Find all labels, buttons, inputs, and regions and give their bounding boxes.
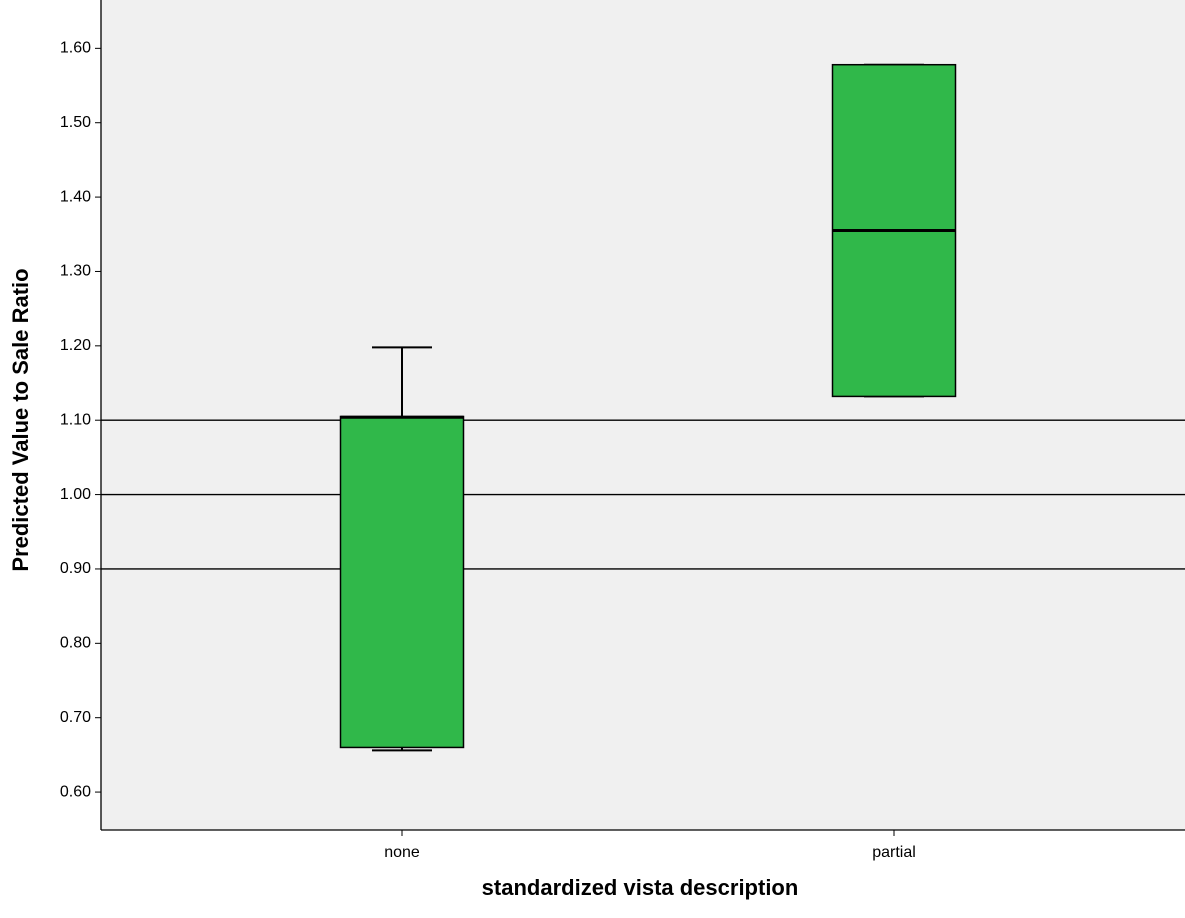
y-tick-label: 1.50 — [60, 114, 91, 131]
y-tick-label: 1.60 — [60, 40, 91, 57]
y-axis-title: Predicted Value to Sale Ratio — [8, 268, 33, 571]
y-tick-label: 0.80 — [60, 635, 91, 652]
x-tick-label: none — [384, 844, 420, 861]
y-tick-label: 1.40 — [60, 188, 91, 205]
y-tick-label: 1.10 — [60, 411, 91, 428]
x-tick-label: partial — [872, 844, 916, 861]
y-tick-label: 1.20 — [60, 337, 91, 354]
plot-area — [101, 0, 1185, 830]
y-tick-label: 0.60 — [60, 783, 91, 800]
y-tick-label: 0.90 — [60, 560, 91, 577]
x-axis-title: standardized vista description — [482, 875, 799, 900]
box — [339, 415, 465, 749]
y-tick-label: 0.70 — [60, 709, 91, 726]
y-tick-label: 1.30 — [60, 263, 91, 280]
y-tick-label: 1.00 — [60, 486, 91, 503]
